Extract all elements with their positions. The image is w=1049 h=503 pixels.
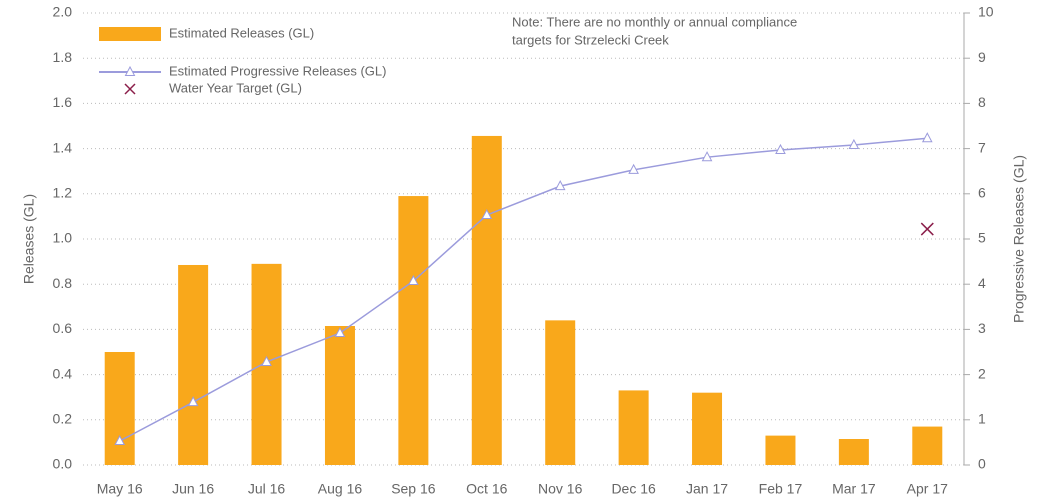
bar xyxy=(545,320,576,465)
line-marker xyxy=(114,434,126,446)
y2-tick-label: 6 xyxy=(978,185,986,201)
x-tick-label: Jul 16 xyxy=(248,481,286,497)
x-tick-label: Oct 16 xyxy=(466,481,507,497)
y2-tick-label: 3 xyxy=(978,320,986,336)
y2-tick-label: 4 xyxy=(978,275,986,291)
bar xyxy=(838,439,869,465)
note-line: Note: There are no monthly or annual com… xyxy=(512,14,797,29)
line-marker xyxy=(481,208,493,220)
y2-tick-label: 5 xyxy=(978,230,986,246)
bar xyxy=(471,135,502,465)
y-tick-label: 1.0 xyxy=(53,230,73,246)
x-tick-label: May 16 xyxy=(97,481,143,497)
line-marker xyxy=(554,180,566,191)
y-tick-label: 1.4 xyxy=(53,139,73,155)
y-tick-label: 2.0 xyxy=(53,4,73,20)
y2-tick-label: 9 xyxy=(978,49,986,65)
y2-tick-label: 1 xyxy=(978,411,986,427)
bar xyxy=(324,326,355,465)
y2-tick-label: 8 xyxy=(978,94,986,110)
legend-label: Water Year Target (GL) xyxy=(169,80,302,95)
line-marker xyxy=(775,143,786,154)
y-tick-label: 1.2 xyxy=(53,185,73,201)
x-tick-label: Sep 16 xyxy=(391,481,436,497)
y-tick-label: 0.4 xyxy=(53,365,73,381)
y-tick-label: 1.6 xyxy=(53,94,73,110)
y-tick-label: 0.6 xyxy=(53,320,73,336)
y-axis-label: Releases (GL) xyxy=(21,194,37,284)
bar xyxy=(618,390,649,465)
bar xyxy=(104,352,135,465)
line-marker xyxy=(921,132,933,143)
legend-swatch xyxy=(124,65,136,76)
x-tick-label: Nov 16 xyxy=(538,481,583,497)
x-tick-label: Apr 17 xyxy=(907,481,948,497)
y2-tick-label: 2 xyxy=(978,365,986,381)
bar xyxy=(912,426,943,465)
x-tick-label: Mar 17 xyxy=(832,481,876,497)
line-marker xyxy=(848,138,860,149)
bar xyxy=(178,264,209,465)
bar xyxy=(398,196,429,465)
y2-axis-label: Progressive Releases (GL) xyxy=(1011,155,1027,323)
y2-tick-label: 10 xyxy=(978,4,994,20)
x-tick-label: Feb 17 xyxy=(759,481,803,497)
legend-swatch xyxy=(99,27,161,41)
y-tick-label: 0.2 xyxy=(53,411,73,427)
scatter-marker xyxy=(920,222,934,236)
y2-tick-label: 0 xyxy=(978,456,986,472)
y-tick-label: 1.8 xyxy=(53,49,73,65)
bar xyxy=(765,435,796,465)
line-marker xyxy=(628,163,639,174)
y2-tick-label: 7 xyxy=(978,139,986,155)
y-tick-label: 0.8 xyxy=(53,275,73,291)
line-marker xyxy=(261,355,272,366)
line-marker xyxy=(701,151,713,162)
line xyxy=(119,137,928,442)
y-tick-label: 0.0 xyxy=(53,456,73,472)
x-tick-label: Dec 16 xyxy=(611,481,656,497)
line-marker xyxy=(334,326,346,338)
legend-label: Estimated Releases (GL) xyxy=(169,25,314,40)
x-tick-label: Aug 16 xyxy=(318,481,363,497)
line-marker xyxy=(408,274,419,286)
note-line: targets for Strzelecki Creek xyxy=(512,32,669,47)
bar xyxy=(692,392,723,465)
x-tick-label: Jan 17 xyxy=(686,481,728,497)
legend-swatch xyxy=(124,83,136,95)
line-marker xyxy=(187,396,199,407)
legend-label: Estimated Progressive Releases (GL) xyxy=(169,63,386,78)
legend: Estimated Releases (GL) Estimated Progres… xyxy=(99,25,386,95)
x-tick-label: Jun 16 xyxy=(172,481,214,497)
